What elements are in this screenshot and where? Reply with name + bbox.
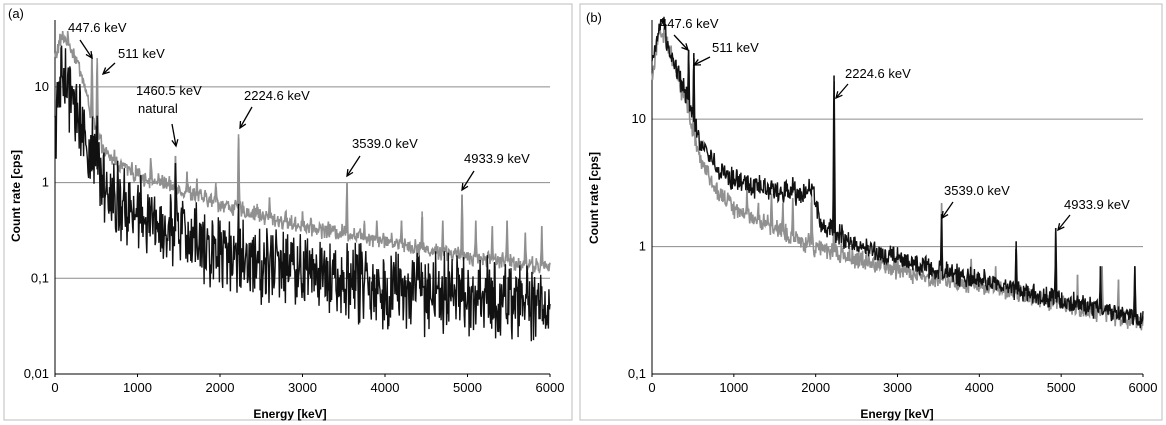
annotation-arrow <box>79 39 93 59</box>
y-tick-label: 0,1 <box>628 366 646 381</box>
annotation-arrow <box>171 123 177 147</box>
annotation-arrow <box>941 201 954 219</box>
series-line <box>651 16 1144 329</box>
x-tick-label: 1000 <box>123 380 152 395</box>
annotation-arrow <box>346 155 361 177</box>
panel-b-x-axis-title: Energy [keV] <box>860 407 933 421</box>
annotation-arrow <box>1057 214 1071 231</box>
panel-b-y-ticks: 0,1 1 10 <box>628 111 646 381</box>
panel-a: (a) 0,01 0,1 1 10 0 1000 2000 3000 4000 5000 6000… <box>3 3 573 421</box>
annotation-arrow <box>693 56 711 66</box>
panel-b-x-ticks: 0 1000 2000 3000 4000 5000 6000 <box>648 374 1157 395</box>
panel-b-y-axis-title: Count rate [cps] <box>587 152 601 244</box>
y-tick-label: 1 <box>639 239 646 254</box>
peak-annotation-sublabel: natural <box>138 101 178 116</box>
y-tick-label: 0,01 <box>24 366 49 381</box>
panel-b-frame <box>579 3 1163 421</box>
x-tick-label: 2000 <box>801 380 830 395</box>
annotation-arrowhead <box>692 59 702 66</box>
panel-b: (b) 0,1 1 10 0 1000 2000 3000 4000 5000 6000 447… <box>579 3 1163 421</box>
peak-annotation-label: 1460.5 keV <box>136 83 202 98</box>
peak-annotation-label: 2224.6 keV <box>244 88 310 103</box>
annotation-arrow <box>835 83 849 99</box>
series-line <box>54 30 551 275</box>
peak-annotation-label: 447.6 keV <box>660 16 719 31</box>
panel-a-label: (a) <box>8 6 24 21</box>
peak-annotation-label: 2224.6 keV <box>845 66 911 81</box>
x-tick-label: 1000 <box>719 380 748 395</box>
peak-annotation-label: 511 keV <box>118 46 165 61</box>
peak-annotation-label: 511 keV <box>712 40 759 55</box>
x-tick-label: 2000 <box>206 380 235 395</box>
annotation-arrowhead <box>101 67 110 76</box>
panel-b-series <box>651 16 1144 331</box>
x-tick-label: 6000 <box>1129 380 1158 395</box>
x-tick-label: 0 <box>648 380 655 395</box>
annotation-arrowhead <box>1057 223 1065 232</box>
annotation-arrowhead <box>85 50 93 60</box>
x-tick-label: 3000 <box>883 380 912 395</box>
x-tick-label: 5000 <box>453 380 482 395</box>
x-tick-label: 6000 <box>536 380 565 395</box>
y-tick-label: 10 <box>35 79 49 94</box>
annotation-arrowhead <box>171 139 179 148</box>
annotation-arrow <box>673 34 689 51</box>
peak-annotation-label: 447.6 keV <box>68 20 127 35</box>
x-tick-label: 5000 <box>1047 380 1076 395</box>
panel-a-x-ticks: 0 1000 2000 3000 4000 5000 6000 <box>51 374 564 395</box>
y-tick-label: 0,1 <box>31 270 49 285</box>
annotation-arrowhead <box>461 182 469 192</box>
y-tick-label: 1 <box>42 175 49 190</box>
peak-annotation-label: 3539.0 keV <box>352 136 418 151</box>
series-line <box>54 45 551 342</box>
annotation-arrowhead <box>941 210 949 220</box>
panel-a-annotations: 447.6 keV 511 keV 1460.5 keV natural 2224.6 … <box>68 20 530 192</box>
panel-a-y-ticks: 0,01 0,1 1 10 <box>24 79 49 381</box>
panel-b-label: (b) <box>586 10 602 25</box>
x-tick-label: 0 <box>51 380 58 395</box>
annotation-arrowhead <box>835 91 843 100</box>
panel-a-frame <box>3 3 573 421</box>
peak-annotation-label: 4933.9 keV <box>464 151 530 166</box>
peak-annotation-label: 3539.0 keV <box>944 183 1010 198</box>
panel-b-annotations: 447.6 keV 511 keV 2224.6 keV 3539.0 keV 4933… <box>660 16 1130 232</box>
panel-a-y-axis-title: Count rate [cps] <box>9 150 23 242</box>
annotation-arrowhead <box>681 43 690 52</box>
peak-annotation-label: 4933.9 keV <box>1064 197 1130 212</box>
annotation-arrowhead <box>346 168 354 178</box>
annotation-arrowhead <box>239 120 247 130</box>
annotation-arrow <box>102 62 116 75</box>
x-tick-label: 4000 <box>371 380 400 395</box>
x-tick-label: 3000 <box>288 380 317 395</box>
panel-a-series <box>54 30 551 342</box>
x-tick-label: 4000 <box>965 380 994 395</box>
panel-a-x-axis-title: Energy [keV] <box>253 407 326 421</box>
annotation-arrow <box>239 106 253 129</box>
y-tick-label: 10 <box>632 111 646 126</box>
annotation-arrow <box>461 170 475 191</box>
